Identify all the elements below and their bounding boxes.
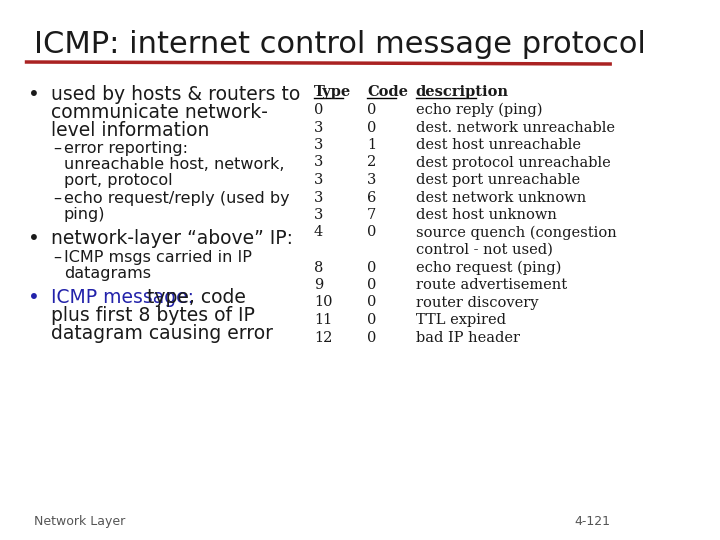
- Text: 10: 10: [314, 295, 333, 309]
- Text: datagrams: datagrams: [63, 266, 150, 281]
- Text: 0: 0: [367, 330, 377, 345]
- Text: 3: 3: [314, 208, 323, 222]
- Text: dest protocol unreachable: dest protocol unreachable: [415, 156, 611, 170]
- Text: Type: Type: [314, 85, 351, 99]
- Text: 12: 12: [314, 330, 333, 345]
- Text: 0: 0: [367, 313, 377, 327]
- Text: 0: 0: [367, 226, 377, 240]
- Text: description: description: [415, 85, 508, 99]
- Text: source quench (congestion: source quench (congestion: [415, 226, 616, 240]
- Text: 2: 2: [367, 156, 377, 170]
- Text: 0: 0: [367, 103, 377, 117]
- Text: plus first 8 bytes of IP: plus first 8 bytes of IP: [51, 306, 255, 325]
- Text: dest host unreachable: dest host unreachable: [415, 138, 580, 152]
- Text: port, protocol: port, protocol: [63, 173, 172, 188]
- Text: 0: 0: [367, 278, 377, 292]
- Text: 1: 1: [367, 138, 376, 152]
- Text: bad IP header: bad IP header: [415, 330, 520, 345]
- Text: echo request/reply (used by: echo request/reply (used by: [63, 191, 289, 206]
- Text: TTL expired: TTL expired: [415, 313, 505, 327]
- Text: 8: 8: [314, 260, 323, 274]
- Text: communicate network-: communicate network-: [51, 103, 268, 122]
- Text: 4-121: 4-121: [574, 515, 610, 528]
- Text: used by hosts & routers to: used by hosts & routers to: [51, 85, 300, 104]
- Text: 0: 0: [367, 260, 377, 274]
- Text: ICMP: internet control message protocol: ICMP: internet control message protocol: [34, 30, 645, 59]
- Text: 9: 9: [314, 278, 323, 292]
- Text: dest port unreachable: dest port unreachable: [415, 173, 580, 187]
- Text: –: –: [53, 141, 61, 156]
- Text: 6: 6: [367, 191, 377, 205]
- Text: Network Layer: Network Layer: [34, 515, 125, 528]
- Text: control - not used): control - not used): [415, 243, 552, 257]
- Text: type, code: type, code: [147, 288, 246, 307]
- Text: datagram causing error: datagram causing error: [51, 324, 274, 343]
- Text: ICMP message:: ICMP message:: [51, 288, 200, 307]
- Text: –: –: [53, 191, 61, 206]
- Text: 0: 0: [367, 295, 377, 309]
- Text: –: –: [53, 250, 61, 265]
- Text: ping): ping): [63, 207, 105, 222]
- Text: dest. network unreachable: dest. network unreachable: [415, 120, 615, 134]
- Text: network-layer “above” IP:: network-layer “above” IP:: [51, 229, 293, 248]
- Text: ICMP msgs carried in IP: ICMP msgs carried in IP: [63, 250, 251, 265]
- Text: •: •: [28, 229, 40, 248]
- Text: 3: 3: [314, 120, 323, 134]
- Text: •: •: [28, 288, 40, 307]
- Text: 7: 7: [367, 208, 377, 222]
- Text: 3: 3: [314, 173, 323, 187]
- Text: dest host unknown: dest host unknown: [415, 208, 557, 222]
- Text: 3: 3: [314, 191, 323, 205]
- Text: Code: Code: [367, 85, 408, 99]
- Text: echo reply (ping): echo reply (ping): [415, 103, 542, 117]
- Text: 0: 0: [314, 103, 323, 117]
- Text: 3: 3: [314, 138, 323, 152]
- Text: router discovery: router discovery: [415, 295, 538, 309]
- Text: dest network unknown: dest network unknown: [415, 191, 586, 205]
- Text: 4: 4: [314, 226, 323, 240]
- Text: 0: 0: [367, 120, 377, 134]
- Text: unreachable host, network,: unreachable host, network,: [63, 157, 284, 172]
- Text: •: •: [28, 85, 40, 104]
- Text: error reporting:: error reporting:: [63, 141, 188, 156]
- Text: echo request (ping): echo request (ping): [415, 260, 561, 275]
- Text: 3: 3: [367, 173, 377, 187]
- Text: route advertisement: route advertisement: [415, 278, 567, 292]
- Text: level information: level information: [51, 121, 210, 140]
- Text: 11: 11: [314, 313, 332, 327]
- Text: 3: 3: [314, 156, 323, 170]
